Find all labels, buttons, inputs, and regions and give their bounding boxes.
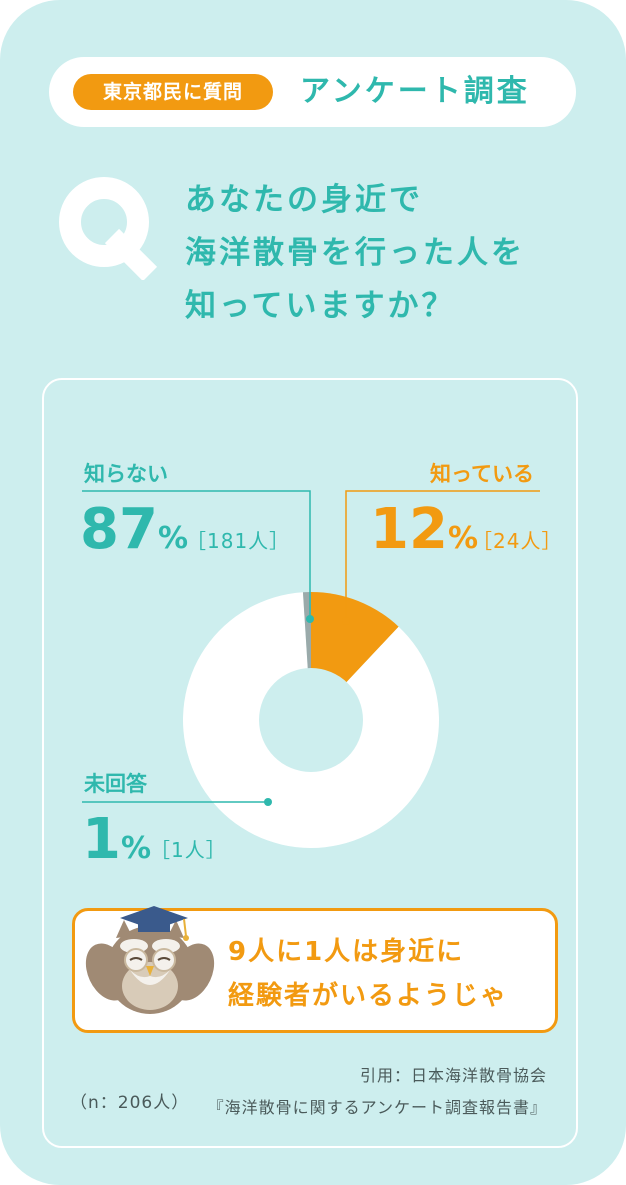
value-noanswer: 1% [82,810,151,879]
leader-line-known [345,490,540,621]
callout-line: 9人に1人は身近に [228,937,465,967]
value-unknown-number: 87 [80,497,158,562]
value-known: 12% [370,500,478,569]
label-unknown: 知らない [84,462,168,486]
callout-line: 経験者がいるようじゃ [228,981,509,1011]
pct-sign: % [447,521,478,556]
page-title: アンケート調査 [300,74,530,109]
leader-dot-known [342,617,350,625]
owl-mascot-icon [80,900,220,1024]
sample-size: （n：206人） [70,1093,190,1113]
donut-hole [259,668,363,772]
question-line: あなたの身近で [185,182,423,218]
pct-sign: % [120,831,152,866]
q-mark [54,170,164,282]
label-known: 知っている [430,462,534,486]
count-unknown: ［181人］ [186,529,291,553]
source-line2: 『海洋散骨に関するアンケート調査報告書』 [207,1098,547,1117]
label-noanswer: 未回答 [84,772,147,796]
callout-text: 9人に1人は身近に 経験者がいるようじゃ [228,930,508,1018]
value-unknown: 87% [80,500,188,569]
value-noanswer-number: 1 [82,807,121,872]
count-noanswer: ［1人］ [150,838,227,862]
count-known: ［24人］ [472,529,563,553]
pct-sign: % [157,521,188,556]
value-known-number: 12 [370,497,448,562]
question-line: 海洋散骨を行った人を [185,235,525,271]
source-citation: 引用：日本海洋散骨協会 『海洋散骨に関するアンケート調査報告書』 [208,1060,547,1124]
survey-tag: 東京都民に質問 [73,74,273,110]
leader-dot-noanswer [264,798,272,806]
leader-dot-unknown [306,615,314,623]
source-line1: 引用：日本海洋散骨協会 [359,1066,547,1085]
leader-line-unknown [82,490,311,619]
question-text: あなたの身近で 海洋散骨を行った人を 知っていますか？ [185,174,605,333]
question-line: 知っていますか？ [185,288,456,324]
